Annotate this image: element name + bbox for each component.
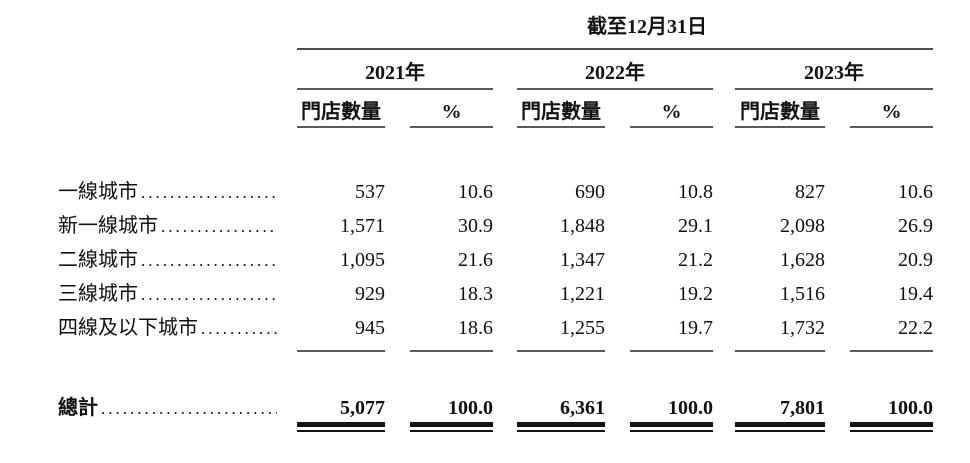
double-rule bbox=[630, 422, 713, 432]
total-stores-2022: 6,361 bbox=[560, 397, 605, 419]
horizontal-rule bbox=[517, 350, 605, 352]
cell-percent-2021: 18.6 bbox=[458, 317, 493, 339]
row-label: 三線城市 bbox=[58, 283, 138, 305]
table-row-total: 總計 5,077 100.0 6,361 100.0 7,801 100.0 bbox=[58, 396, 933, 422]
cell-stores-2023: 2,098 bbox=[780, 215, 825, 237]
col-header-stores-2022: 門店數量 bbox=[517, 90, 605, 128]
table-row-new-tier1: 新一線城市 1,571 30.9 1,848 29.1 2,098 26.9 bbox=[58, 214, 933, 248]
cell-stores-2021: 929 bbox=[355, 283, 385, 305]
col-header-percent-2023: % bbox=[850, 90, 933, 128]
store-count-by-city-tier-table: 截至12月31日 2021年 2022年 2023年 門店數量 % 門店數量 %… bbox=[58, 12, 933, 432]
horizontal-rule bbox=[630, 350, 713, 352]
cell-percent-2022: 19.2 bbox=[678, 283, 713, 305]
cell-stores-2022: 1,848 bbox=[560, 215, 605, 237]
horizontal-rule bbox=[850, 350, 933, 352]
cell-percent-2023: 10.6 bbox=[898, 181, 933, 203]
cell-percent-2021: 30.9 bbox=[458, 215, 493, 237]
horizontal-rule bbox=[297, 48, 933, 50]
cell-stores-2023: 1,628 bbox=[780, 249, 825, 271]
cell-stores-2021: 537 bbox=[355, 181, 385, 203]
subtotal-rule-row bbox=[58, 350, 933, 352]
table-header-period-row: 截至12月31日 bbox=[58, 12, 933, 48]
col-header-percent-2021: % bbox=[410, 90, 493, 128]
table-row-tier1: 一線城市 537 10.6 690 10.8 827 10.6 bbox=[58, 180, 933, 214]
col-header-stores-2021: 門店數量 bbox=[297, 90, 385, 128]
table-row-tier4-below: 四線及以下城市 945 18.6 1,255 19.7 1,732 22.2 bbox=[58, 316, 933, 350]
table-row-tier2: 二線城市 1,095 21.6 1,347 21.2 1,628 20.9 bbox=[58, 248, 933, 282]
spacer bbox=[58, 352, 933, 396]
year-header-2021: 2021年 bbox=[297, 50, 493, 90]
horizontal-rule bbox=[735, 350, 825, 352]
total-stores-2023: 7,801 bbox=[780, 397, 825, 419]
cell-stores-2023: 1,732 bbox=[780, 317, 825, 339]
dot-leader bbox=[141, 283, 277, 307]
dot-leader bbox=[201, 317, 277, 341]
dot-leader bbox=[141, 249, 277, 273]
dot-leader bbox=[161, 215, 277, 239]
total-percent-2022: 100.0 bbox=[668, 397, 713, 419]
cell-percent-2021: 21.6 bbox=[458, 249, 493, 271]
total-label: 總計 bbox=[58, 397, 98, 419]
year-header-row: 2021年 2022年 2023年 bbox=[58, 50, 933, 90]
period-title: 截至12月31日 bbox=[587, 16, 707, 38]
cell-stores-2022: 1,255 bbox=[560, 317, 605, 339]
row-label: 一線城市 bbox=[58, 181, 138, 203]
cell-stores-2022: 1,221 bbox=[560, 283, 605, 305]
horizontal-rule bbox=[410, 350, 493, 352]
cell-percent-2023: 19.4 bbox=[898, 283, 933, 305]
cell-percent-2022: 29.1 bbox=[678, 215, 713, 237]
total-double-rule-row bbox=[58, 422, 933, 432]
cell-percent-2021: 18.3 bbox=[458, 283, 493, 305]
cell-stores-2023: 1,516 bbox=[780, 283, 825, 305]
dot-leader bbox=[101, 397, 277, 421]
cell-stores-2022: 690 bbox=[575, 181, 605, 203]
cell-percent-2021: 10.6 bbox=[458, 181, 493, 203]
column-header-row: 門店數量 % 門店數量 % 門店數量 % bbox=[58, 90, 933, 128]
cell-percent-2023: 22.2 bbox=[898, 317, 933, 339]
double-rule bbox=[297, 422, 385, 432]
cell-stores-2021: 1,571 bbox=[340, 215, 385, 237]
col-header-percent-2022: % bbox=[630, 90, 713, 128]
horizontal-rule bbox=[297, 350, 385, 352]
cell-stores-2021: 1,095 bbox=[340, 249, 385, 271]
year-header-2023: 2023年 bbox=[735, 50, 933, 90]
table-row-tier3: 三線城市 929 18.3 1,221 19.2 1,516 19.4 bbox=[58, 282, 933, 316]
double-rule bbox=[735, 422, 825, 432]
row-label: 二線城市 bbox=[58, 249, 138, 271]
cell-percent-2023: 26.9 bbox=[898, 215, 933, 237]
cell-percent-2022: 19.7 bbox=[678, 317, 713, 339]
double-rule bbox=[410, 422, 493, 432]
cell-stores-2023: 827 bbox=[795, 181, 825, 203]
double-rule bbox=[850, 422, 933, 432]
total-stores-2021: 5,077 bbox=[340, 397, 385, 419]
col-header-stores-2023: 門店數量 bbox=[735, 90, 825, 128]
row-label: 新一線城市 bbox=[58, 215, 158, 237]
cell-percent-2022: 21.2 bbox=[678, 249, 713, 271]
cell-percent-2023: 20.9 bbox=[898, 249, 933, 271]
double-rule bbox=[517, 422, 605, 432]
dot-leader bbox=[141, 181, 277, 205]
total-percent-2023: 100.0 bbox=[888, 397, 933, 419]
cell-stores-2022: 1,347 bbox=[560, 249, 605, 271]
cell-stores-2021: 945 bbox=[355, 317, 385, 339]
spacer bbox=[58, 128, 933, 180]
cell-percent-2022: 10.8 bbox=[678, 181, 713, 203]
row-label: 四線及以下城市 bbox=[58, 317, 198, 339]
year-header-2022: 2022年 bbox=[517, 50, 713, 90]
top-rule-row bbox=[58, 48, 933, 50]
total-percent-2021: 100.0 bbox=[448, 397, 493, 419]
